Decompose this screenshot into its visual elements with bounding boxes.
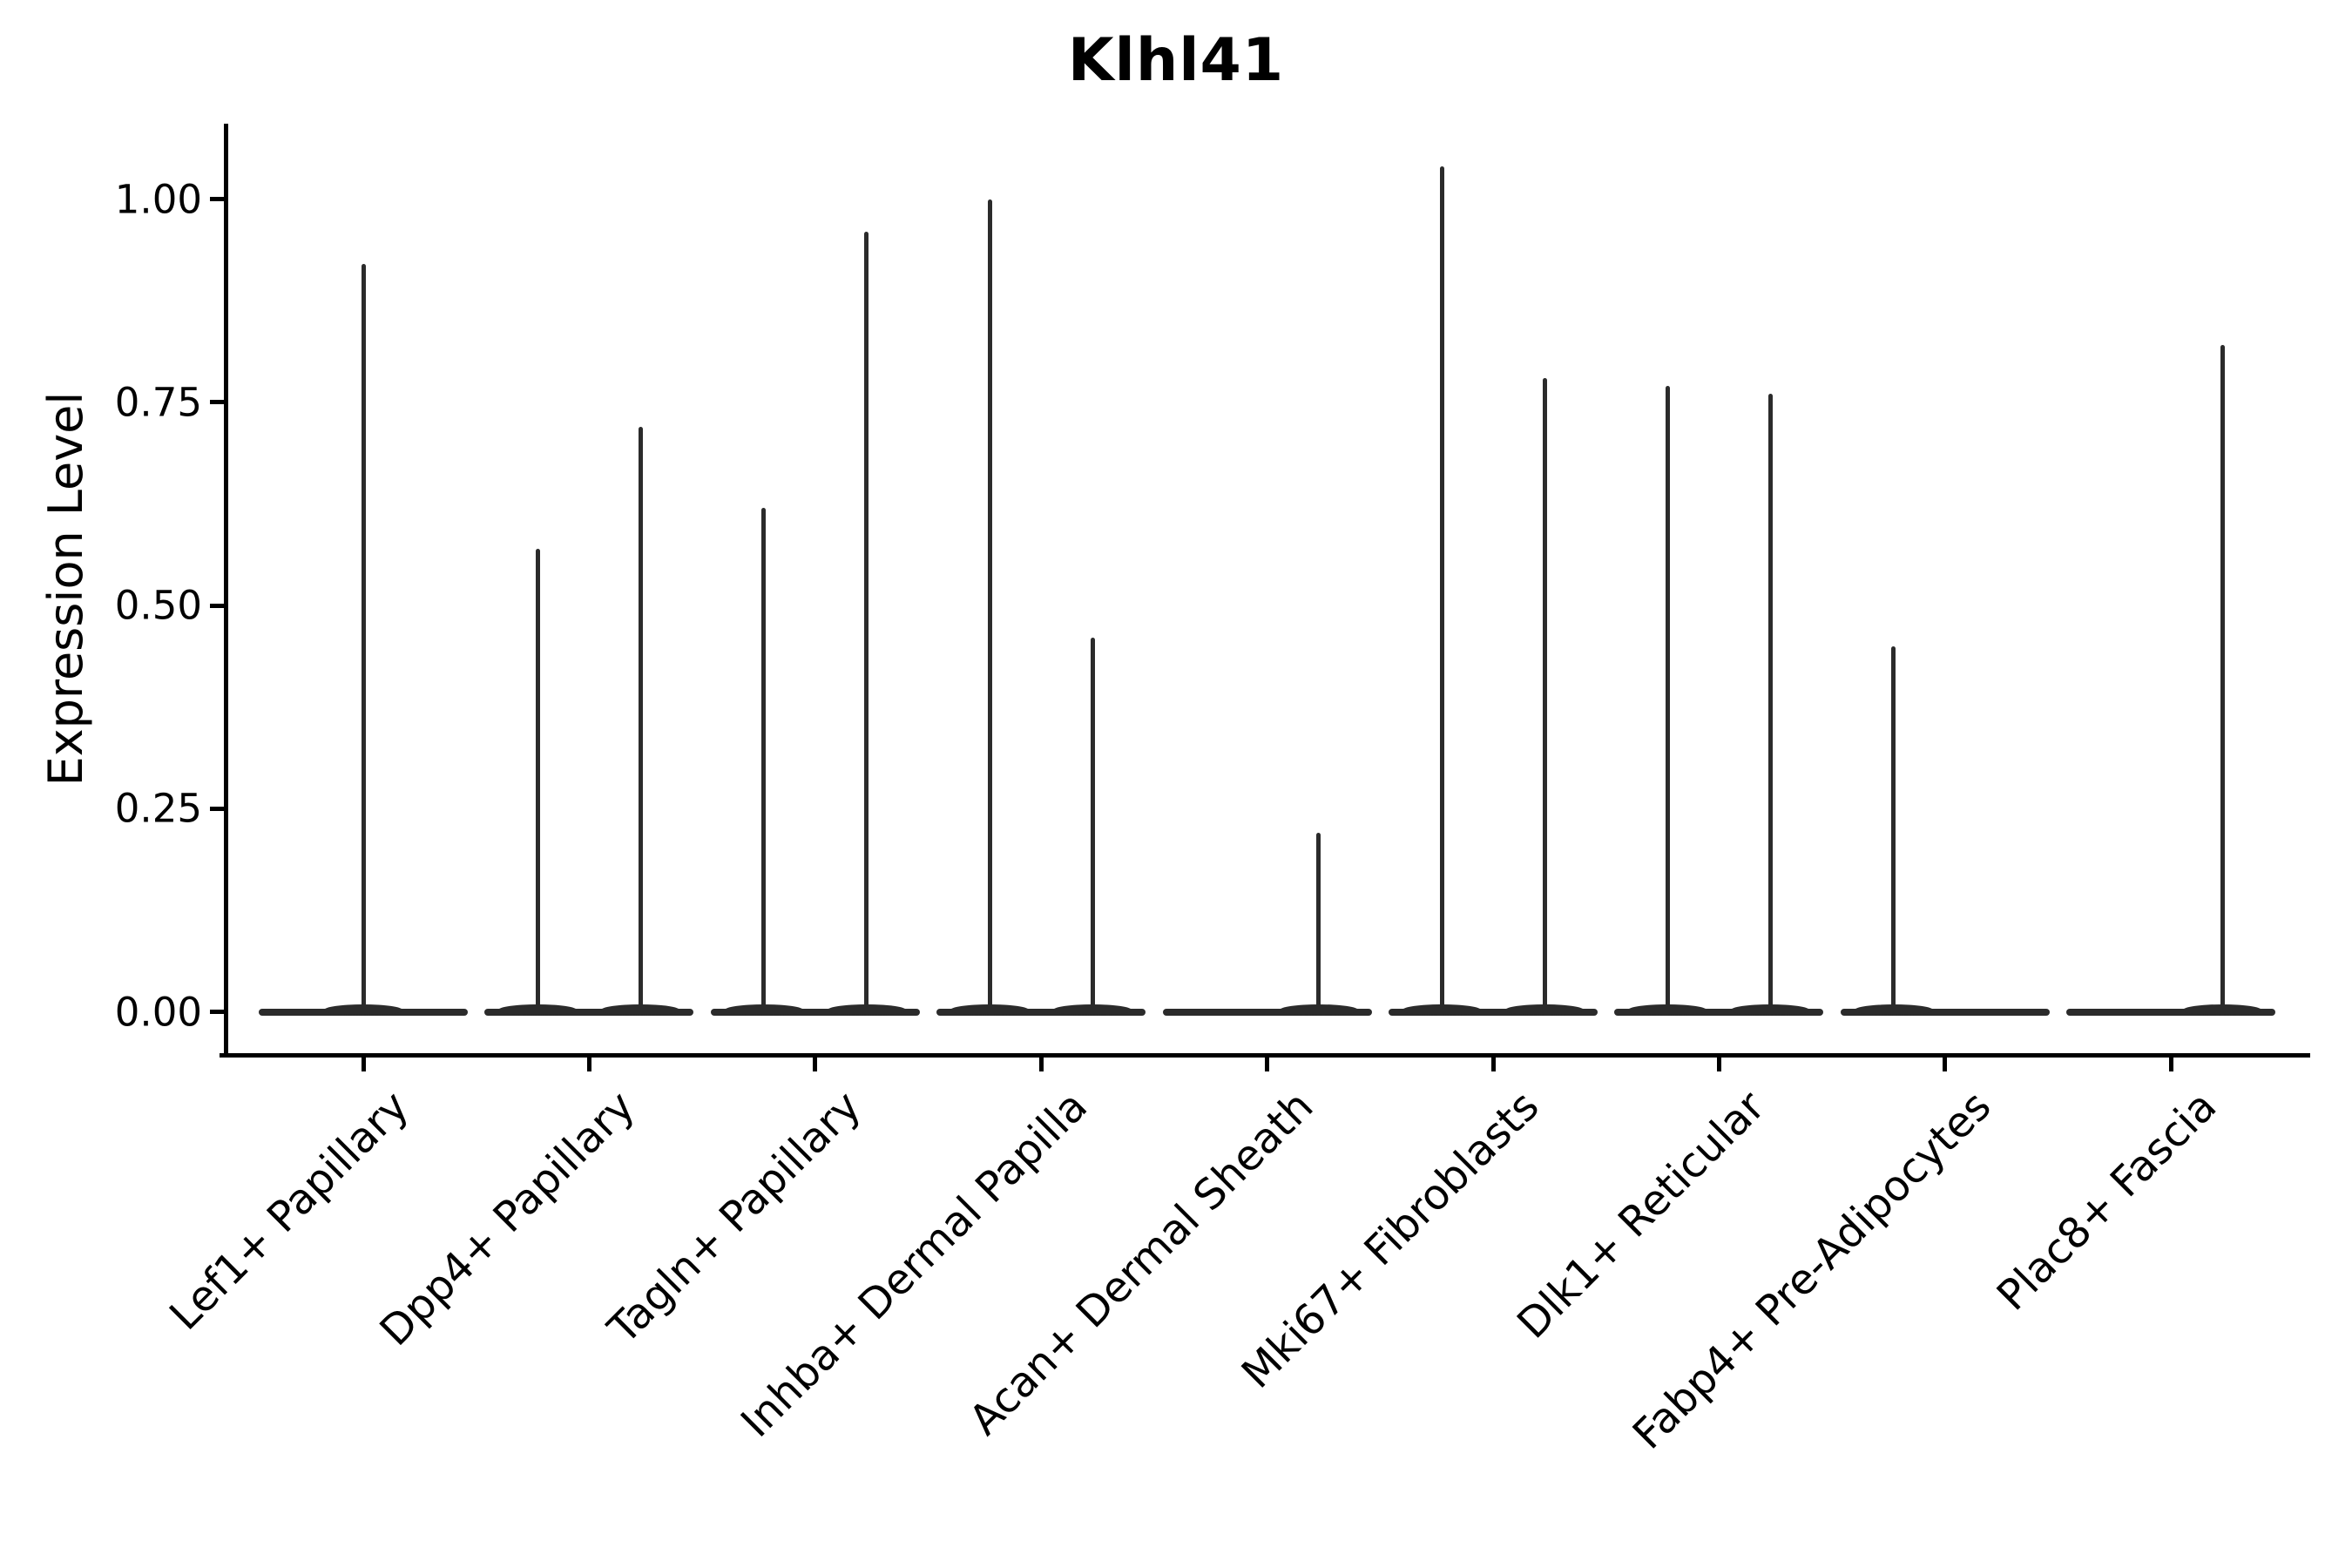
- violin-spike: [1316, 833, 1321, 1012]
- y-tick: [210, 400, 224, 405]
- plot-title: Klhl41: [1067, 26, 1285, 95]
- y-tick: [210, 197, 224, 201]
- violin-baseline: [1614, 1008, 1824, 1016]
- x-tick: [2168, 1058, 2173, 1071]
- y-tick-label: 0.25: [114, 785, 202, 832]
- y-tick: [210, 806, 224, 811]
- x-tick-label: Lef1+ Papillary: [160, 1081, 419, 1340]
- violin-baseline: [2066, 1008, 2276, 1016]
- x-tick: [1038, 1058, 1044, 1071]
- y-tick: [210, 1010, 224, 1014]
- y-tick-label: 0.75: [114, 379, 202, 426]
- violin-baseline: [1389, 1008, 1598, 1016]
- violin-baseline: [1840, 1008, 2050, 1016]
- violin-spike: [987, 199, 992, 1012]
- y-axis-spine: [224, 124, 228, 1058]
- violin-spike: [535, 548, 540, 1012]
- violin-spike: [2220, 345, 2225, 1012]
- x-tick: [1265, 1058, 1270, 1071]
- x-tick: [813, 1058, 818, 1071]
- x-tick: [1716, 1058, 1721, 1071]
- x-tick-label: Dpp4+ Papillary: [370, 1081, 645, 1355]
- violin-baseline: [1162, 1008, 1372, 1016]
- x-axis-spine: [220, 1053, 2310, 1058]
- y-tick: [210, 603, 224, 608]
- x-tick: [361, 1058, 366, 1071]
- violin-baseline: [484, 1008, 694, 1016]
- violin-spike: [1767, 394, 1773, 1012]
- violin-spike: [864, 231, 869, 1012]
- violin-spike: [761, 508, 767, 1012]
- x-tick: [1943, 1058, 1948, 1071]
- x-tick: [586, 1058, 591, 1071]
- y-tick-label: 0.00: [114, 989, 202, 1035]
- violin-spike: [638, 426, 643, 1012]
- x-tick-label: Dlk1+ Reticular: [1508, 1081, 1774, 1348]
- violin-spike: [1090, 638, 1095, 1012]
- x-tick-label: Tagln+ Papillary: [598, 1081, 871, 1354]
- violin-spike: [361, 264, 366, 1012]
- violin-spike: [1665, 386, 1670, 1012]
- violin-baseline: [936, 1008, 1146, 1016]
- violin-baseline: [710, 1008, 920, 1016]
- y-tick-label: 0.50: [114, 582, 202, 629]
- violin-spike: [1542, 377, 1547, 1012]
- x-tick-label: Plac8+ Fascia: [1988, 1081, 2227, 1321]
- violin-spike: [1439, 166, 1444, 1012]
- y-tick-label: 1.00: [114, 176, 202, 222]
- x-tick: [1490, 1058, 1496, 1071]
- violin-spike: [1891, 645, 1896, 1012]
